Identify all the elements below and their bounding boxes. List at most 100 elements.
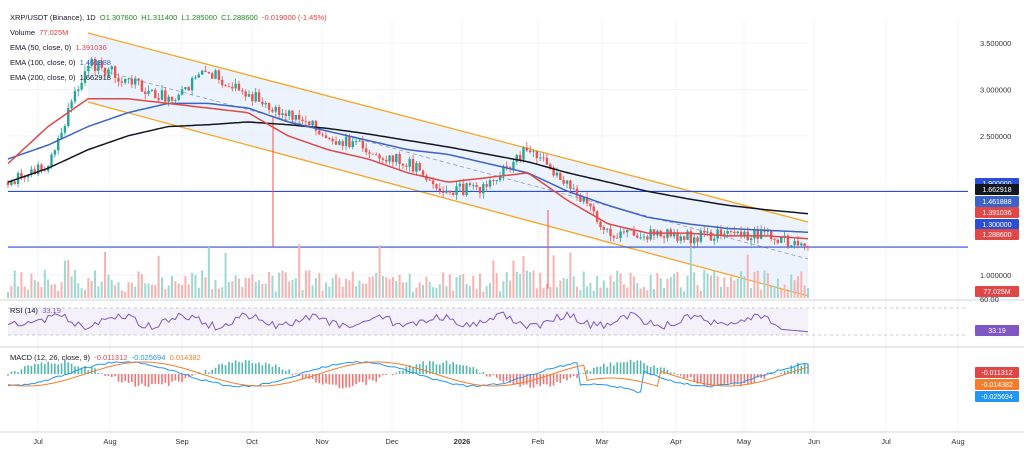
volume-bar — [730, 276, 733, 298]
volume-bar — [258, 280, 261, 298]
volume-bar — [304, 270, 307, 298]
macd-histogram-bar — [606, 366, 608, 374]
macd-histogram-bar — [532, 374, 535, 388]
price-tag — [975, 196, 1019, 207]
macd-histogram-bar — [753, 374, 756, 383]
candle-body — [385, 159, 388, 162]
volume-bar — [616, 270, 619, 298]
price-tick-label: 3.500000 — [980, 39, 1011, 48]
macd-histogram-bar — [355, 374, 357, 385]
volume-bar — [569, 252, 572, 298]
candle-body — [639, 237, 642, 239]
candle-body — [324, 135, 328, 139]
candle-body — [194, 77, 197, 79]
candle-body — [174, 100, 177, 101]
volume-bar — [154, 285, 157, 298]
macd-histogram-bar — [372, 374, 374, 381]
macd-histogram-bar — [285, 370, 287, 374]
macd-histogram-bar — [27, 365, 29, 374]
macd-histogram-bar — [211, 369, 213, 374]
macd-histogram-bar — [763, 374, 766, 380]
volume-bar — [274, 291, 277, 298]
candle-body — [170, 96, 174, 101]
macd-value-tag — [975, 391, 1019, 402]
volume-bar — [750, 288, 753, 298]
candle-body — [80, 82, 83, 90]
chart-legend: XRP/USDT (Binance), 1D O1.307600 H1.3114… — [10, 10, 327, 85]
volume-bar — [97, 286, 100, 298]
macd-histogram-bar — [278, 367, 280, 374]
candle-body — [505, 166, 508, 168]
volume-bar — [579, 290, 582, 298]
candle-body — [522, 147, 525, 160]
volume-bar — [17, 286, 20, 298]
macd-histogram-bar — [680, 374, 682, 376]
volume-bar — [408, 273, 411, 298]
candle-body — [599, 221, 602, 228]
ema100-label: EMA (100, close, 0) — [10, 58, 76, 67]
macd-histogram-bar — [331, 374, 334, 385]
macd-histogram-bar — [398, 370, 401, 374]
volume-bar — [452, 290, 455, 298]
macd-histogram-bar — [271, 366, 274, 374]
volume-bar — [187, 284, 190, 298]
volume-bar — [324, 282, 327, 298]
volume-bar — [619, 273, 622, 298]
candle-body — [729, 231, 733, 232]
macd-histogram-bar — [392, 374, 394, 376]
macd-histogram-bar — [20, 369, 23, 374]
rsi-legend-value: 33.19 — [42, 306, 61, 315]
symbol-row: XRP/USDT (Binance), 1D O1.307600 H1.3114… — [10, 10, 327, 25]
candle-body — [562, 180, 565, 184]
macd-histogram-bar — [110, 374, 113, 378]
macd-histogram-bar — [104, 374, 106, 376]
macd-histogram-bar — [60, 363, 63, 374]
macd-histogram-bar — [626, 362, 629, 374]
macd-histogram-bar — [67, 362, 70, 374]
volume-bar — [733, 280, 736, 298]
volume-bar — [144, 283, 147, 298]
volume-bar — [602, 280, 605, 298]
macd-histogram-bar — [512, 374, 515, 385]
volume-bar — [237, 278, 240, 298]
macd-histogram-bar — [70, 363, 73, 374]
candle-body — [93, 58, 97, 71]
candle-body — [629, 229, 632, 231]
macd-histogram-bar — [425, 365, 428, 374]
macd-histogram-bar — [301, 374, 304, 380]
macd-histogram-bar — [33, 363, 36, 374]
candle-body — [692, 237, 696, 244]
time-axis-label: Sep — [175, 437, 188, 446]
candle-body — [351, 141, 354, 148]
volume-bar — [723, 277, 726, 298]
volume-bar — [726, 286, 729, 298]
volume-bar — [378, 245, 381, 298]
candle-body — [672, 232, 676, 237]
volume-bar — [371, 276, 374, 298]
volume-bar — [502, 281, 505, 298]
macd-histogram-bar — [693, 374, 695, 382]
candle-body — [197, 74, 200, 78]
volume-bar — [632, 276, 635, 298]
volume-bar — [335, 274, 338, 298]
candle-body — [565, 180, 569, 184]
macd-histogram-bar — [251, 363, 254, 374]
macd-line-legend: -0.025694 — [131, 353, 166, 362]
macd-histogram-bar — [586, 370, 588, 374]
macd-line — [7, 360, 809, 394]
macd-histogram-bar — [234, 360, 237, 374]
macd-histogram-bar — [258, 362, 260, 374]
macd-histogram-bar — [623, 362, 625, 374]
candle-body — [796, 240, 800, 246]
macd-histogram-bar — [375, 374, 378, 382]
time-axis-label: Nov — [315, 437, 329, 446]
ema200-label: EMA (200, close, 0) — [10, 73, 76, 82]
candle-body — [465, 183, 468, 195]
volume-bar — [545, 283, 548, 298]
macd-histogram-bar — [87, 370, 90, 374]
candle-body — [70, 101, 73, 109]
candle-body — [736, 231, 739, 234]
time-axis-label: Apr — [670, 437, 682, 446]
macd-histogram-bar — [673, 372, 675, 374]
